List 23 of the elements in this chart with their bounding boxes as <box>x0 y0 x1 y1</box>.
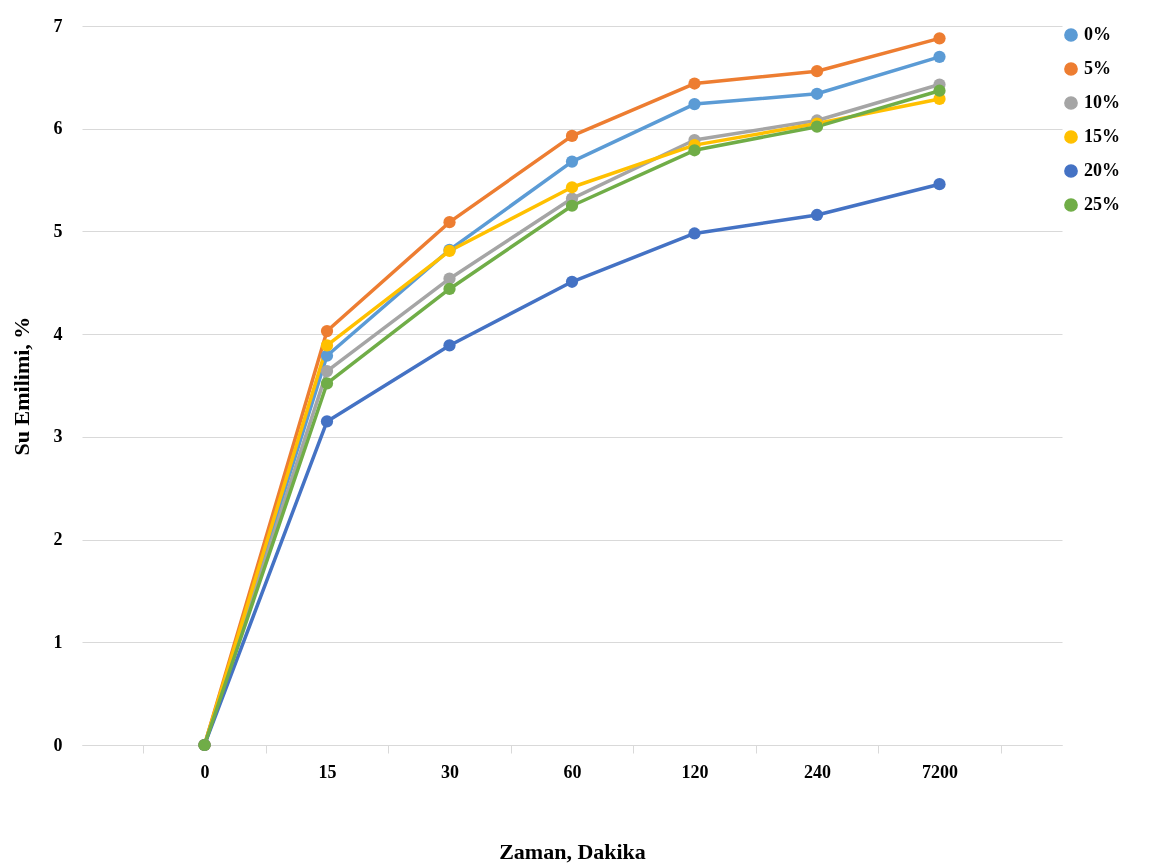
x-axis-title: Zaman, Dakika <box>499 838 646 864</box>
y-tick-label: 5 <box>53 220 63 241</box>
y-tick-label: 4 <box>53 323 63 344</box>
y-tick-label: 2 <box>53 529 63 550</box>
x-tick-label: 15 <box>318 761 337 782</box>
x-tick-label: 30 <box>441 761 459 782</box>
legend-label: 15% <box>1084 126 1120 146</box>
y-tick-label: 1 <box>53 631 63 652</box>
legend-label: 20% <box>1084 160 1120 180</box>
legend-label: 0% <box>1084 24 1111 44</box>
y-tick-label: 0 <box>53 734 63 755</box>
x-tick-label: 60 <box>563 761 582 782</box>
x-tick-label: 0 <box>200 761 210 782</box>
y-tick-label: 7 <box>53 15 63 36</box>
x-tick-label: 120 <box>681 761 709 782</box>
legend-label: 25% <box>1084 194 1120 214</box>
legend-label: 5% <box>1084 58 1111 78</box>
y-tick-label: 3 <box>53 426 63 447</box>
legend-label: 10% <box>1084 92 1120 112</box>
y-tick-label: 6 <box>53 118 63 139</box>
y-axis-title: Su Emilimi, % <box>8 316 34 456</box>
x-tick-label: 7200 <box>922 761 958 782</box>
x-tick-label: 240 <box>804 761 831 782</box>
